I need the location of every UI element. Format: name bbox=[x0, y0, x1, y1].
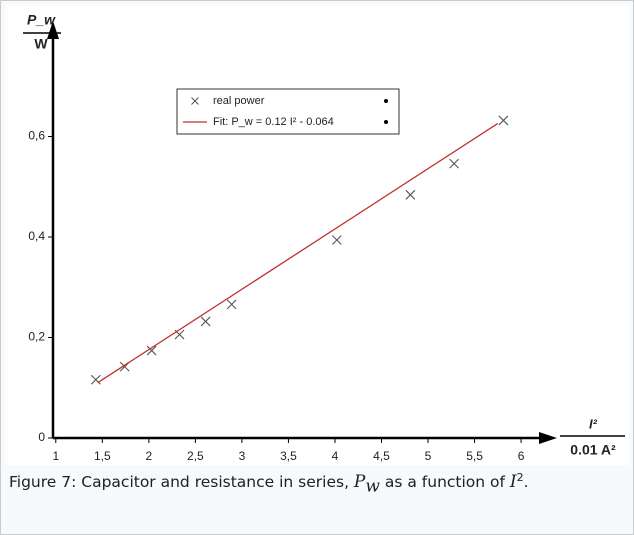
data-point bbox=[90, 374, 101, 385]
data-point bbox=[449, 158, 459, 169]
legend-label: real power bbox=[213, 95, 265, 107]
y-arrow bbox=[47, 21, 59, 39]
x-tick-label: 3,5 bbox=[280, 449, 297, 463]
caption-math: 2 bbox=[516, 471, 524, 484]
x-tick-label: 4,5 bbox=[373, 449, 390, 463]
data-point bbox=[498, 115, 509, 126]
y-tick-label: 0 bbox=[38, 430, 45, 444]
fit-line bbox=[97, 122, 499, 384]
caption-text: as a function of bbox=[379, 473, 510, 492]
x-label-unit: 0.01 A² bbox=[570, 442, 616, 458]
y-tick-label: 0,4 bbox=[28, 229, 45, 243]
x-tick-label: 1 bbox=[52, 449, 59, 463]
x-tick-label: 1,5 bbox=[94, 449, 111, 463]
x-tick-label: 5 bbox=[425, 449, 432, 463]
x-label-quantity: I² bbox=[589, 416, 598, 431]
y-tick-label: 0,2 bbox=[28, 330, 45, 344]
legend-label: Fit: P_w = 0.12 I² - 0.064 bbox=[213, 116, 334, 128]
x-tick-label: 4 bbox=[332, 449, 339, 463]
data-point bbox=[146, 345, 157, 356]
legend-dot bbox=[384, 99, 388, 103]
data-point bbox=[200, 316, 211, 327]
legend-swatch bbox=[191, 97, 199, 105]
caption-math: w bbox=[365, 476, 380, 497]
caption-text: . bbox=[523, 473, 529, 492]
legend-box bbox=[176, 88, 400, 135]
y-label-quantity: P_w bbox=[27, 12, 56, 28]
caption-text: Figure 7: Capacitor and resistance in se… bbox=[9, 473, 354, 492]
data-point bbox=[226, 299, 237, 310]
legend-dot bbox=[384, 120, 388, 124]
caption-math: P bbox=[353, 472, 366, 493]
data-point bbox=[405, 189, 416, 200]
x-tick-label: 3 bbox=[239, 449, 246, 463]
data-point bbox=[331, 235, 342, 245]
caption: Figure 7: Capacitor and resistance in se… bbox=[9, 467, 624, 497]
caption-math: I bbox=[509, 472, 517, 493]
x-tick-label: 2,5 bbox=[187, 449, 204, 463]
y-label-unit: W bbox=[34, 36, 48, 52]
x-tick-label: 2 bbox=[146, 449, 153, 463]
x-arrow bbox=[539, 432, 557, 444]
chart: P_w W I² 0.01 A² 1 1,5 2 2,5 3 3,5 4 4,5 5 5,5 6 0 0… bbox=[5, 5, 629, 465]
x-tick-label: 5,5 bbox=[466, 449, 483, 463]
y-tick-label: 0,6 bbox=[28, 129, 45, 143]
x-tick-label: 6 bbox=[518, 449, 525, 463]
